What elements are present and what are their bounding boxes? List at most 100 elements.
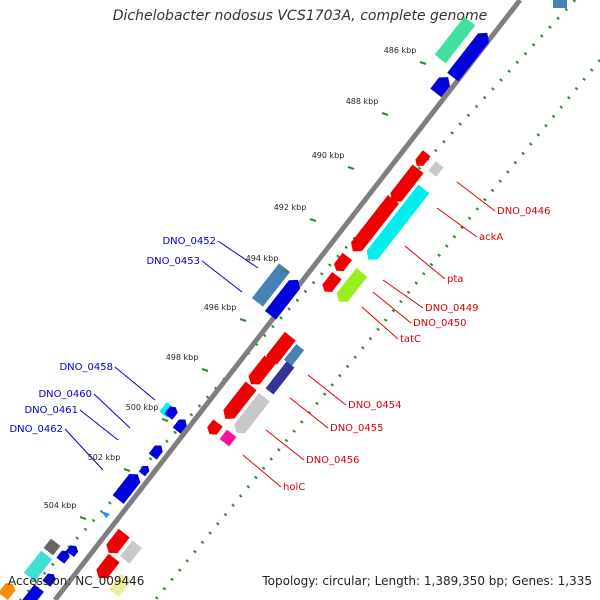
gene-leader-line	[382, 279, 424, 309]
gene-feature-red-b	[415, 150, 431, 166]
gene-label-left: DNO_0453	[146, 256, 200, 267]
gene-label-right: DNO_0450	[413, 318, 467, 329]
gene-feature-acka	[351, 195, 399, 252]
gene-feature-top-2	[447, 32, 490, 82]
gene-feature-tatc	[336, 268, 368, 302]
tick-label: 488 kbp	[346, 97, 379, 106]
gene-feature-red-f	[248, 355, 276, 385]
gene-feature-small-cyan	[101, 511, 110, 518]
gene-label-right: DNO_0456	[306, 455, 360, 466]
gene-label-right: ackA	[479, 232, 503, 243]
gene-feature-bottom-4	[109, 573, 131, 597]
gene-feature-dno0461	[172, 419, 187, 434]
label-group: DNO_0452 DNO_0453 DNO_0458 DNO_0460 DNO_0461…	[9, 181, 551, 493]
gene-leader-line	[361, 306, 399, 340]
tick-label: 500 kbp	[126, 403, 159, 412]
gene-feature-red-d	[322, 272, 342, 292]
tick-mark	[79, 516, 87, 520]
tick-mark	[347, 166, 355, 170]
tick-label: 490 kbp	[312, 151, 345, 160]
gene-feature-top-3	[430, 77, 450, 98]
gene-leader-line	[436, 207, 478, 238]
gene-feature-red-c	[333, 252, 353, 272]
tick-label: 494 kbp	[246, 254, 279, 263]
map-title: Dichelobacter nodosus VCS1703A, complete…	[112, 8, 488, 24]
gene-feature-bottom-3	[96, 553, 120, 579]
gene-leader-line	[265, 429, 305, 461]
tick-mark	[239, 318, 247, 322]
tick-mark	[161, 418, 169, 422]
gene-feature-dno0446	[428, 161, 444, 177]
gene-leader-line	[64, 428, 104, 471]
gene-leader-line	[93, 393, 131, 429]
gene-feature-red-g	[223, 381, 257, 419]
gene-feature-red-a	[390, 164, 424, 202]
tick-mark	[419, 61, 427, 65]
gene-leader-line	[242, 454, 282, 488]
gene-feature-bottom-6	[23, 550, 53, 582]
gene-leader-line	[372, 291, 412, 324]
tick-label: 504 kbp	[44, 501, 77, 510]
gene-leader-line	[217, 240, 259, 269]
gene-label-left: DNO_0461	[24, 405, 78, 416]
gene-feature-bottom-9	[42, 573, 56, 587]
gene-feature-bottom-1	[106, 528, 130, 554]
gene-label-right: tatC	[400, 334, 421, 345]
gene-label-right: holC	[283, 482, 305, 493]
gene-leader-line	[307, 374, 347, 406]
gene-label-left: DNO_0462	[9, 424, 63, 435]
gene-feature-bottom-2	[120, 540, 142, 564]
gene-label-right: DNO_0455	[330, 423, 384, 434]
gene-feature-bottom-8	[65, 545, 79, 558]
gene-leader-line	[289, 397, 329, 429]
gene-label-right: DNO_0446	[497, 206, 551, 217]
inner-dot-track	[153, 59, 600, 600]
gene-feature-dno0453	[264, 279, 300, 320]
gene-leader-line	[201, 260, 243, 293]
tick-mark	[201, 368, 209, 372]
gene-leader-line	[114, 366, 156, 401]
tick-group: 486 kbp 488 kbp 490 kbp 492 kbp 494 kbp 496 k…	[44, 46, 427, 520]
genome-summary-text: Topology: circular; Length: 1,389,350 bp…	[262, 574, 592, 588]
gene-leader-line	[404, 245, 446, 280]
gene-feature-dno0462-a	[148, 445, 163, 460]
gene-feature-dno0458	[159, 402, 175, 418]
gene-feature-top-4	[553, 0, 567, 8]
gene-feature-pta	[366, 184, 430, 260]
tick-label: 502 kbp	[88, 453, 121, 462]
gene-feature-dno0462-c	[112, 474, 141, 504]
gene-label-right: DNO_0449	[425, 303, 479, 314]
tick-label: 486 kbp	[384, 46, 417, 55]
tick-mark	[281, 269, 289, 273]
gene-feature-bottom-7	[56, 550, 70, 564]
tick-label: 496 kbp	[204, 303, 237, 312]
gene-feature-dno0455	[234, 392, 270, 434]
gene-feature-dno0452	[251, 263, 291, 307]
gene-feature-dno0460	[164, 406, 178, 420]
tick-mark	[309, 218, 317, 222]
tick-label: 498 kbp	[166, 353, 199, 362]
gene-leader-line	[79, 409, 119, 441]
tick-mark	[123, 468, 131, 472]
tick-mark	[381, 112, 389, 116]
gene-label-right: pta	[447, 274, 463, 285]
tick-track	[18, 0, 577, 600]
gene-feature-bottom-5	[43, 538, 61, 556]
gene-label-left: DNO_0458	[59, 362, 113, 373]
gene-feature-red-e	[266, 331, 296, 365]
tick-label: 492 kbp	[274, 203, 307, 212]
gene-feature-top-1	[434, 16, 476, 64]
gene-label-left: DNO_0460	[38, 389, 92, 400]
gene-feature-bottom-10	[22, 584, 44, 600]
gene-feature-dno0454	[283, 344, 305, 366]
gene-feature-navy	[265, 361, 295, 395]
gene-feature-holc	[219, 429, 237, 447]
accession-text: Accession: NC_009446	[8, 574, 145, 588]
gene-feature-red-h	[207, 419, 223, 435]
gene-leader-line	[456, 181, 496, 212]
gene-feature-bottom-11	[0, 583, 16, 600]
gene-feature-dno0462-b	[138, 465, 150, 477]
gene-label-right: DNO_0454	[348, 400, 402, 411]
